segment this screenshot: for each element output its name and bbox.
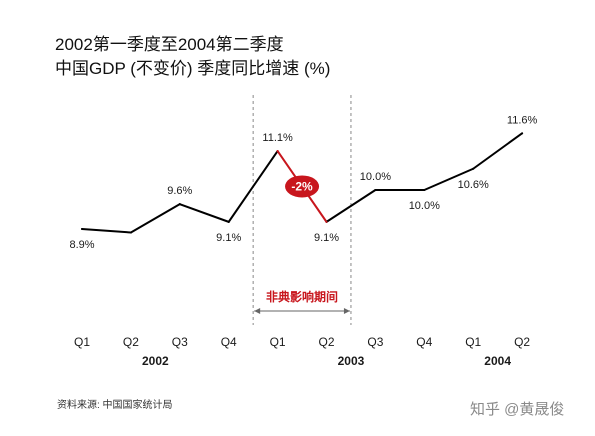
series-segment xyxy=(472,132,524,170)
change-badge-label: -2% xyxy=(291,179,313,193)
data-label: 11.1% xyxy=(262,132,293,144)
data-label: 8.9% xyxy=(69,239,94,251)
data-label: 11.6% xyxy=(507,114,538,126)
series-segment xyxy=(325,189,377,223)
x-tick-label: Q1 xyxy=(270,335,286,349)
period-arrow-head-left xyxy=(254,308,261,314)
chart-title-line1: 2002第一季度至2004第二季度 xyxy=(55,35,284,54)
data-point xyxy=(81,227,83,230)
series-segment xyxy=(423,167,475,191)
data-point xyxy=(276,150,279,153)
data-point xyxy=(521,132,524,135)
change-badge xyxy=(285,175,320,198)
x-tick-label: Q3 xyxy=(172,335,188,349)
series-segment xyxy=(81,227,132,234)
x-tick-label: Q2 xyxy=(123,335,139,349)
data-label: 9.6% xyxy=(167,185,192,197)
data-label: 10.0% xyxy=(409,200,440,212)
data-label: 9.1% xyxy=(314,232,339,244)
x-tick-label: Q1 xyxy=(74,335,90,349)
series-segment xyxy=(227,150,279,223)
data-label: 10.6% xyxy=(458,179,489,191)
period-label: 非典影响期间 xyxy=(266,289,338,304)
data-point xyxy=(374,189,377,191)
data-point xyxy=(423,189,426,191)
data-label: 9.1% xyxy=(216,232,241,244)
source-note: 资料来源: 中国国家统计局 xyxy=(57,400,173,411)
x-tick-label: Q2 xyxy=(318,335,334,349)
series-segment xyxy=(178,203,230,223)
data-point xyxy=(227,220,230,223)
x-tick-label: Q1 xyxy=(465,335,481,349)
chart-title-line2: 中国GDP (不变价) 季度同比增速 (%) xyxy=(55,59,331,78)
x-tick-label: Q3 xyxy=(367,335,383,349)
watermark: 知乎 @黄晟俊 xyxy=(470,401,565,418)
series-segment xyxy=(129,203,181,234)
x-tick-label: Q2 xyxy=(514,335,530,349)
year-label: 2003 xyxy=(338,354,365,368)
data-point xyxy=(472,167,475,170)
period-arrow-head-right xyxy=(343,308,350,314)
x-tick-label: Q4 xyxy=(221,335,237,349)
data-point xyxy=(129,231,132,234)
data-point xyxy=(178,203,181,206)
x-tick-label: Q4 xyxy=(416,335,432,349)
year-label: 2004 xyxy=(484,354,511,368)
year-label: 2002 xyxy=(142,354,169,368)
data-label: 10.0% xyxy=(360,171,391,183)
data-point xyxy=(325,220,328,223)
